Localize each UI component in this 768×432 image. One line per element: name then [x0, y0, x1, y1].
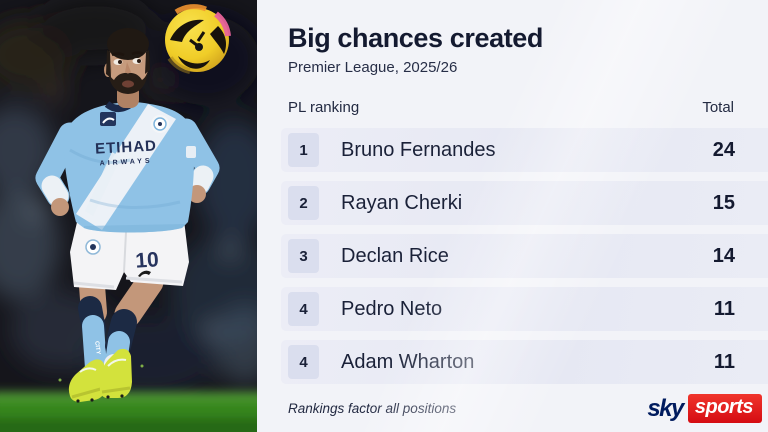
page-title: Big chances created: [288, 23, 544, 53]
football: [165, 4, 231, 74]
shorts-brand-logo: [138, 270, 151, 277]
panel-footer: Rankings factor all positions sky sports: [288, 394, 762, 424]
right-cuff: [188, 165, 214, 195]
table-row: 2 Rayan Cherki 15: [281, 181, 768, 226]
sky-wordmark: sky: [647, 394, 684, 422]
player-name: Rayan Cherki: [341, 191, 463, 214]
column-header-rank: PL ranking: [288, 99, 360, 117]
total-value: 14: [712, 244, 735, 267]
sky-sports-logo: sky sports: [647, 394, 762, 424]
rank-badge: 1: [288, 133, 319, 168]
shorts-number: 10: [135, 248, 160, 273]
shorts: 10: [70, 218, 189, 290]
column-header-total: Total: [702, 99, 734, 117]
sock-text: CITY: [93, 341, 101, 355]
total-value: 11: [713, 350, 735, 373]
rank-badge: 4: [288, 345, 319, 380]
player-name: Adam Wharton: [341, 350, 475, 373]
table-row: 4 Adam Wharton 11: [281, 340, 768, 385]
total-value: 15: [712, 191, 735, 214]
subtitle: Premier League, 2025/26: [288, 59, 458, 77]
left-boot: [68, 359, 106, 403]
table-row: 1 Bruno Fernandes 24: [281, 128, 768, 173]
rank-badge: 3: [288, 239, 319, 274]
left-hand: [51, 198, 69, 216]
shirt-details: [69, 104, 186, 233]
table-row: 3 Declan Rice 14: [281, 234, 768, 279]
footnote: Rankings factor all positions: [288, 401, 457, 417]
sports-wordmark: sports: [687, 394, 762, 424]
player-figure: CITY: [35, 28, 220, 403]
shirt-sponsor-line2: AIRWAYS: [100, 158, 153, 168]
total-value: 24: [712, 138, 735, 161]
player-photo: CITY: [0, 0, 257, 432]
player-name: Pedro Neto: [341, 297, 443, 320]
column-headers: PL ranking Total: [288, 99, 734, 116]
stats-panel: Big chances created Premier League, 2025…: [257, 0, 768, 432]
sleeve-patch: [186, 146, 196, 158]
player-head: [104, 28, 150, 108]
total-value: 11: [713, 297, 735, 320]
player-illustration: CITY: [0, 0, 257, 432]
rank-badge: 2: [288, 186, 319, 221]
left-cuff: [41, 175, 69, 207]
player-name: Declan Rice: [341, 244, 449, 267]
rank-badge: 4: [288, 292, 319, 327]
pitch: [0, 392, 257, 432]
player-name: Bruno Fernandes: [341, 138, 496, 161]
right-thigh: [114, 268, 164, 328]
table-row: 4 Pedro Neto 11: [281, 287, 768, 332]
shirt-sponsor: ETIHAD: [95, 137, 158, 157]
ranking-rows: 1 Bruno Fernandes 24 2 Rayan Cherki 15 3…: [281, 128, 768, 385]
premier-league-logo: [195, 43, 203, 51]
right-boot: [99, 348, 132, 399]
